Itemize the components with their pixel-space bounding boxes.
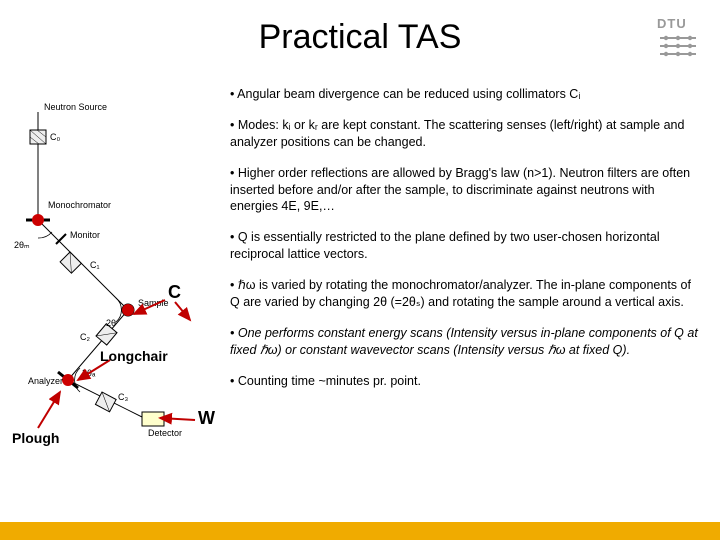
label-detector: Detector bbox=[148, 428, 182, 438]
label-c3: C₃ bbox=[118, 392, 128, 402]
dtu-logo: DTU bbox=[654, 14, 702, 62]
logo-grid-icon bbox=[660, 36, 696, 56]
red-dot-analyzer bbox=[62, 374, 74, 386]
bullet-item: • Angular beam divergence can be reduced… bbox=[230, 86, 700, 103]
annotation-plough: Plough bbox=[12, 430, 59, 446]
annotation-longchair: Longchair bbox=[100, 348, 168, 364]
annotation-c: C bbox=[168, 282, 181, 303]
bullet-list: • Angular beam divergence can be reduced… bbox=[230, 86, 700, 403]
collimator-c0 bbox=[30, 130, 46, 144]
red-dot-sample bbox=[122, 304, 134, 316]
label-2theta-m: 2θₘ bbox=[14, 240, 30, 250]
footer-bar bbox=[0, 522, 720, 540]
bullet-item: • Higher order reflections are allowed b… bbox=[230, 165, 700, 216]
label-2theta: 2θ bbox=[106, 318, 116, 328]
bullet-item: • Modes: kᵢ or kᵣ are kept constant. The… bbox=[230, 117, 700, 151]
label-sample: Sample bbox=[138, 298, 169, 308]
collimator-c1 bbox=[60, 252, 81, 273]
annotation-w: W bbox=[198, 408, 215, 429]
label-analyzer: Analyzer bbox=[28, 376, 63, 386]
label-monitor: Monitor bbox=[70, 230, 100, 240]
label-c2: C₂ bbox=[80, 332, 90, 342]
label-c0: C₀ bbox=[50, 132, 60, 142]
label-neutron-source: Neutron Source bbox=[44, 102, 107, 112]
logo-text: DTU bbox=[657, 16, 687, 31]
slide-title: Practical TAS bbox=[0, 18, 720, 57]
bullet-item: • Counting time ~minutes pr. point. bbox=[230, 373, 700, 390]
tas-diagram: Neutron Source C₀ Monochromator Monitor … bbox=[8, 100, 228, 440]
label-c1: C₁ bbox=[90, 260, 100, 270]
label-monochromator: Monochromator bbox=[48, 200, 111, 210]
arc-2theta-m bbox=[38, 232, 52, 238]
bullet-item: • One performs constant energy scans (In… bbox=[230, 325, 700, 359]
red-dot-mono bbox=[32, 214, 44, 226]
bullet-item: • ℏω is varied by rotating the monochrom… bbox=[230, 277, 700, 311]
bullet-item: • Q is essentially restricted to the pla… bbox=[230, 229, 700, 263]
label-2theta-a: 2θₐ bbox=[82, 368, 96, 378]
slide-root: Practical TAS DTU • Angular beam diverge… bbox=[0, 0, 720, 540]
